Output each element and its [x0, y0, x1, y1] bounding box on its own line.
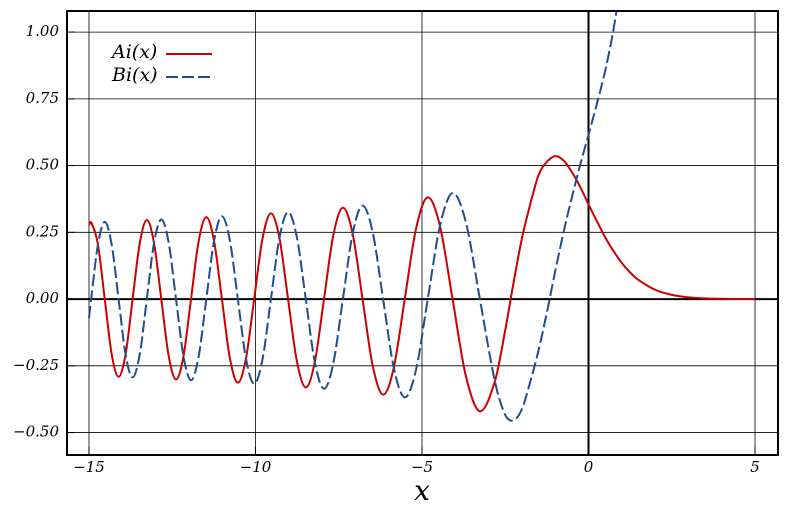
y-tick-label: 0.75	[26, 89, 59, 107]
legend-label: Bi(x)	[111, 64, 158, 86]
y-tick-label: −0.25	[13, 356, 59, 374]
y-tick-label: 0.00	[26, 289, 60, 307]
y-tick-label: −0.50	[13, 423, 59, 441]
x-tick-label: 0	[584, 458, 594, 476]
x-tick-label: −10	[240, 458, 272, 476]
legend-label: Ai(x)	[110, 41, 157, 63]
x-tick-label: −5	[411, 458, 433, 476]
x-tick-label: −15	[73, 458, 105, 476]
y-tick-label: 0.25	[26, 222, 59, 240]
series-line	[88, 155, 756, 413]
plot-lines	[87, 11, 756, 422]
x-tick-label: 5	[750, 458, 760, 476]
grid	[67, 11, 778, 455]
labels: −15 −10 −5 0 5 −0.50 −0.25 0.00 0.25 0.50 0.75 1.00…	[13, 22, 760, 476]
y-tick-label: 0.50	[26, 156, 60, 174]
x-axis-label: x	[414, 474, 430, 507]
y-tick-label: 1.00	[26, 22, 60, 40]
series-line	[87, 11, 618, 422]
